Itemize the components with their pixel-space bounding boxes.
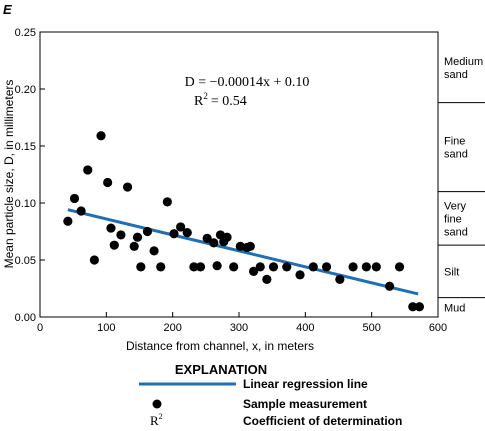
y-tick-label: 0.15 [15,141,36,153]
sample-point [69,193,80,204]
sample-point [394,262,405,272]
points-layer [63,131,425,312]
sample-point [229,262,239,272]
x-tick-label: 600 [429,322,447,334]
y-tick-label: 0.20 [15,84,36,96]
x-tick-label: 0 [37,322,43,334]
sample-point [202,233,212,243]
sample-point [83,165,93,175]
sample-point [245,241,255,251]
sample-point [255,262,265,272]
sample-point [109,240,119,250]
legend-regression-label: Linear regression line [243,377,368,391]
svg-text:R2: R2 [150,412,163,428]
regression-equation: D = −0.00014x + 0.10 [185,75,310,90]
sample-point [96,131,106,141]
sample-point [156,262,166,272]
sample-point [212,261,222,271]
size-class-panel: Medium sand Fine sand Very fine sand Silt Mud [438,56,485,314]
sample-point [371,262,381,272]
sample-point [103,177,113,188]
x-axis-label: Distance from channel, x, in meters [126,339,314,353]
sample-point [282,262,292,272]
y-tick-label: 0.05 [15,255,36,267]
sample-point [295,270,305,280]
sample-point [136,262,146,272]
sample-point [268,262,279,272]
legend-r2-symbol: R [150,413,159,428]
x-tick-label: 300 [230,322,248,334]
sample-point [348,262,358,272]
x-tick-label: 500 [362,322,380,334]
r2-symbol: R [194,94,204,109]
sample-point [162,197,172,207]
sample-point [176,222,186,232]
regression-layer [67,208,419,296]
sample-point [132,232,143,242]
y-tick-label: 0.00 [15,312,36,324]
x-tick-label: 200 [163,322,181,334]
sample-point [335,274,345,284]
y-tick-label: 0.10 [15,198,36,210]
sample-point [129,241,139,251]
sample-point [321,262,332,272]
y-tick-label: 0.25 [15,27,36,39]
panel-letter: E [3,2,12,17]
x-tick-label: 400 [296,322,314,334]
legend-r2-label: Coefficient of determination [243,414,402,428]
size-class-label: Mud [444,302,465,314]
size-class-label: Fine sand [444,136,468,161]
sample-point [116,230,126,240]
sample-point [142,226,153,237]
legend-sample-label: Sample measurement [243,397,367,411]
sample-point [408,302,418,312]
sample-point [149,246,159,256]
sample-point [76,206,86,216]
size-class-label: Medium sand [444,56,483,81]
sample-point [182,228,192,238]
sample-point [361,262,371,272]
sample-point [384,281,395,291]
size-class-label: Very fine sand [444,200,468,238]
sample-point [89,255,99,265]
sample-point [209,238,219,248]
regression-line [67,208,419,296]
sample-point [122,182,133,192]
sample-point [63,216,73,226]
sample-point [414,302,425,312]
r-squared-annotation: R2 = 0.54 [194,91,247,109]
y-axis-label: Mean particle size, D, in millimeters [2,80,16,269]
size-class-label: Silt [444,266,459,278]
y-axis: 0.00 0.05 0.10 0.15 0.20 0.25 [15,27,45,324]
sample-point [248,266,259,276]
legend-title: EXPLANATION [175,362,267,377]
x-axis: 0 100 200 300 400 500 600 [37,312,447,334]
sample-point [189,262,199,272]
x-tick-label: 100 [97,322,115,334]
svg-text:R2= 0.54: R2 = 0.54 [194,91,247,109]
sample-point [222,232,232,242]
r2-value: = 0.54 [211,94,247,109]
sample-point [169,229,179,239]
legend-r2-exponent: 2 [159,412,163,421]
r2-exponent: 2 [203,91,208,101]
sample-point [195,262,206,272]
sample-point [308,262,318,272]
sample-point [262,274,272,284]
legend-sample-dot [152,399,162,409]
sample-point [106,223,116,233]
